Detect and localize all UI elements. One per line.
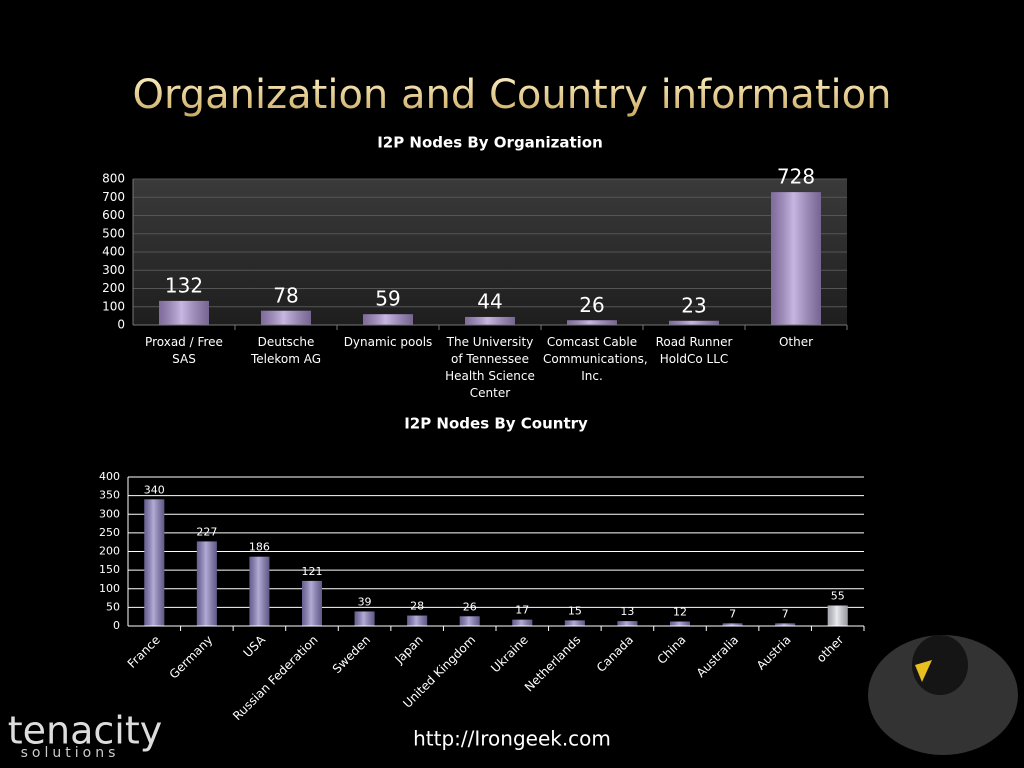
bar-shine (567, 320, 617, 325)
bar-shine (354, 611, 375, 626)
y-tick-label: 350 (99, 489, 120, 502)
y-tick-label: 150 (99, 563, 120, 576)
bar-shine (669, 320, 719, 325)
x-tick-label: Deutsche Telekom AG (250, 335, 322, 366)
bar-shine (465, 316, 515, 325)
value-label: 26 (579, 293, 604, 317)
slide-title: Organization and Country information (133, 72, 892, 118)
y-tick-label: 300 (99, 507, 120, 520)
y-tick-label: 800 (102, 172, 125, 186)
value-label: 44 (477, 289, 502, 313)
x-tick-label: Comcast Cable Communications, Inc. (543, 335, 648, 383)
y-tick-label: 50 (106, 600, 120, 613)
value-label: 59 (375, 287, 400, 311)
x-tick-label: Germany (167, 633, 216, 682)
y-tick-label: 250 (99, 526, 120, 539)
value-label: 12 (673, 606, 687, 619)
x-tick-label: The University of Tennessee Health Scien… (445, 335, 535, 400)
bar-shine (827, 605, 848, 626)
bar-shine (459, 616, 480, 626)
value-label: 13 (620, 605, 634, 618)
value-label: 39 (358, 595, 372, 608)
value-label: 186 (249, 541, 270, 554)
bar-shine (722, 623, 743, 626)
x-tick-label: Road Runner HoldCo LLC (655, 335, 733, 366)
x-tick-label: France (125, 633, 163, 671)
mascot (868, 635, 1018, 755)
x-tick-label: China (654, 633, 688, 667)
value-label: 121 (302, 565, 323, 578)
logo-subtext: solutions (21, 745, 120, 761)
bar-shine (144, 499, 165, 626)
chart-title: I2P Nodes By Organization (377, 134, 603, 152)
bar-shine (249, 556, 270, 626)
x-tick-label: Australia (694, 633, 741, 680)
bar-shine (670, 621, 690, 626)
x-tick-label: USA (241, 632, 269, 660)
value-label: 340 (144, 483, 165, 496)
bar-shine (512, 619, 533, 626)
value-label: 227 (196, 525, 217, 538)
x-tick-label: Ukraine (488, 633, 531, 676)
y-tick-label: 600 (102, 208, 125, 222)
y-tick-label: 400 (102, 245, 125, 259)
value-label: 28 (410, 600, 424, 613)
bar-shine (771, 192, 821, 325)
value-label: 23 (681, 293, 706, 317)
url: http://Irongeek.com (413, 727, 611, 751)
y-tick-label: 200 (102, 281, 125, 295)
y-tick-label: 0 (117, 318, 125, 332)
x-tick-label: Sweden (330, 633, 373, 676)
y-tick-label: 400 (99, 470, 120, 483)
bar-shine (196, 541, 217, 626)
bar-shine (363, 314, 413, 325)
value-label: 26 (463, 600, 477, 613)
x-tick-label: other (814, 633, 847, 666)
bar-shine (159, 300, 209, 325)
value-label: 728 (777, 165, 815, 189)
logo-text: tenacity (8, 709, 163, 753)
bar-shine (617, 621, 638, 626)
x-tick-label: Proxad / Free SAS (145, 335, 223, 366)
y-tick-label: 200 (99, 545, 120, 558)
y-tick-label: 500 (102, 226, 125, 240)
bar-shine (407, 615, 428, 626)
mascot-head (912, 635, 968, 695)
bar-shine (302, 580, 322, 626)
bar-shine (564, 620, 585, 626)
x-tick-label: Netherlands (522, 633, 584, 695)
y-tick-label: 700 (102, 190, 125, 204)
bar-shine (775, 623, 796, 626)
x-tick-label: Austria (754, 633, 794, 673)
value-label: 7 (782, 607, 789, 620)
x-tick-label: Canada (594, 633, 636, 675)
value-label: 55 (831, 590, 845, 603)
x-tick-label: Dynamic pools (343, 335, 433, 349)
value-label: 17 (515, 604, 529, 617)
y-tick-label: 300 (102, 263, 125, 277)
x-tick-label: Japan (391, 633, 425, 667)
y-tick-label: 100 (102, 299, 125, 313)
y-tick-label: 0 (113, 619, 120, 632)
value-label: 7 (729, 607, 736, 620)
value-label: 132 (165, 273, 203, 297)
y-tick-label: 100 (99, 582, 120, 595)
chart-title: I2P Nodes By Country (404, 415, 588, 433)
value-label: 15 (568, 604, 582, 617)
bar-shine (261, 310, 311, 325)
value-label: 78 (273, 283, 298, 307)
x-tick-label: Other (778, 335, 814, 349)
mascot-beak (915, 660, 932, 682)
